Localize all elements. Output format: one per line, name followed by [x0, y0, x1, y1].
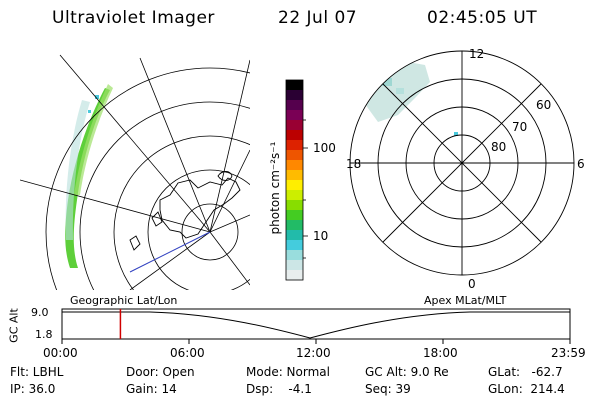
colorbar-swatch	[286, 160, 303, 171]
coastline	[129, 171, 241, 251]
mlt-label-12: 12	[469, 47, 485, 61]
colorbar-swatch	[286, 140, 303, 151]
colorbar-tick-100: 100	[313, 141, 336, 155]
colorbar-swatch	[286, 130, 303, 141]
timeline-plot	[61, 308, 571, 344]
app-title: Ultraviolet Imager	[52, 8, 215, 28]
colorbar-swatch	[286, 180, 303, 191]
timeline-left-title: Geographic Lat/Lon	[70, 294, 178, 307]
colorbar-swatch	[286, 210, 303, 221]
polar-plot	[349, 50, 575, 276]
colorbar-swatch	[286, 80, 303, 91]
timeline-x-tick-1: 06:00	[170, 346, 205, 360]
colorbar-swatch	[286, 260, 303, 271]
mlat-label-80: 80	[491, 140, 507, 154]
info-gc-alt: GC Alt: 9.0 Re	[365, 365, 449, 379]
colorbar-unit-label: photon cm⁻²s⁻¹	[268, 141, 282, 235]
colorbar-swatch	[286, 90, 303, 101]
timeline-y-title: GC Alt	[7, 308, 21, 343]
colorbar-swatch	[286, 120, 303, 131]
info-seq: Seq: 39	[365, 382, 411, 396]
colorbar-swatch	[286, 250, 303, 261]
mlt-label-0: 0	[468, 277, 476, 291]
longitude-grid	[20, 54, 250, 290]
colorbar	[285, 79, 304, 281]
timeline-x-tick-2: 12:00	[296, 346, 331, 360]
mlt-label-6: 6	[577, 157, 585, 171]
colorbar-ticks	[303, 119, 308, 259]
info-ip: IP: 36.0	[10, 382, 56, 396]
colorbar-swatch	[286, 170, 303, 181]
colorbar-swatch	[286, 100, 303, 111]
timeline-y-tick-high: 9.0	[31, 306, 49, 319]
colorbar-swatch	[286, 240, 303, 251]
colorbar-swatch	[286, 230, 303, 241]
colorbar-frame	[285, 79, 304, 281]
info-glat: GLat: -62.7	[488, 365, 563, 379]
latitude-grid	[45, 67, 250, 290]
info-dsp: Dsp: -4.1	[246, 382, 312, 396]
timeline-right-title: Apex MLat/MLT	[424, 294, 507, 307]
colorbar-tick-10: 10	[313, 229, 329, 243]
geographic-map	[20, 54, 250, 290]
colorbar-swatch	[286, 190, 303, 201]
colorbar-swatch	[286, 220, 303, 231]
mlt-label-18: 18	[346, 157, 362, 171]
altitude-curve	[62, 311, 570, 339]
timeline-y-tick-low: 1.8	[35, 328, 53, 341]
timeline-x-tick-0: 00:00	[43, 346, 78, 360]
colorbar-swatch	[286, 110, 303, 121]
date-label: 22 Jul 07	[278, 8, 358, 28]
timeline-x-tick-3: 18:00	[423, 346, 458, 360]
info-filter: Flt: LBHL	[10, 365, 64, 379]
colorbar-swatch	[286, 150, 303, 161]
colorbar-swatch	[286, 270, 303, 281]
mlat-label-60: 60	[536, 98, 552, 112]
colorbar-swatch	[286, 200, 303, 211]
mlat-label-70: 70	[512, 120, 528, 134]
info-gain: Gain: 14	[126, 382, 177, 396]
info-mode: Mode: Normal	[246, 365, 330, 379]
info-door: Door: Open	[126, 365, 195, 379]
info-glon: GLon: 214.4	[488, 382, 565, 396]
time-label: 02:45:05 UT	[427, 8, 538, 28]
timeline-x-tick-4: 23:59	[551, 346, 586, 360]
